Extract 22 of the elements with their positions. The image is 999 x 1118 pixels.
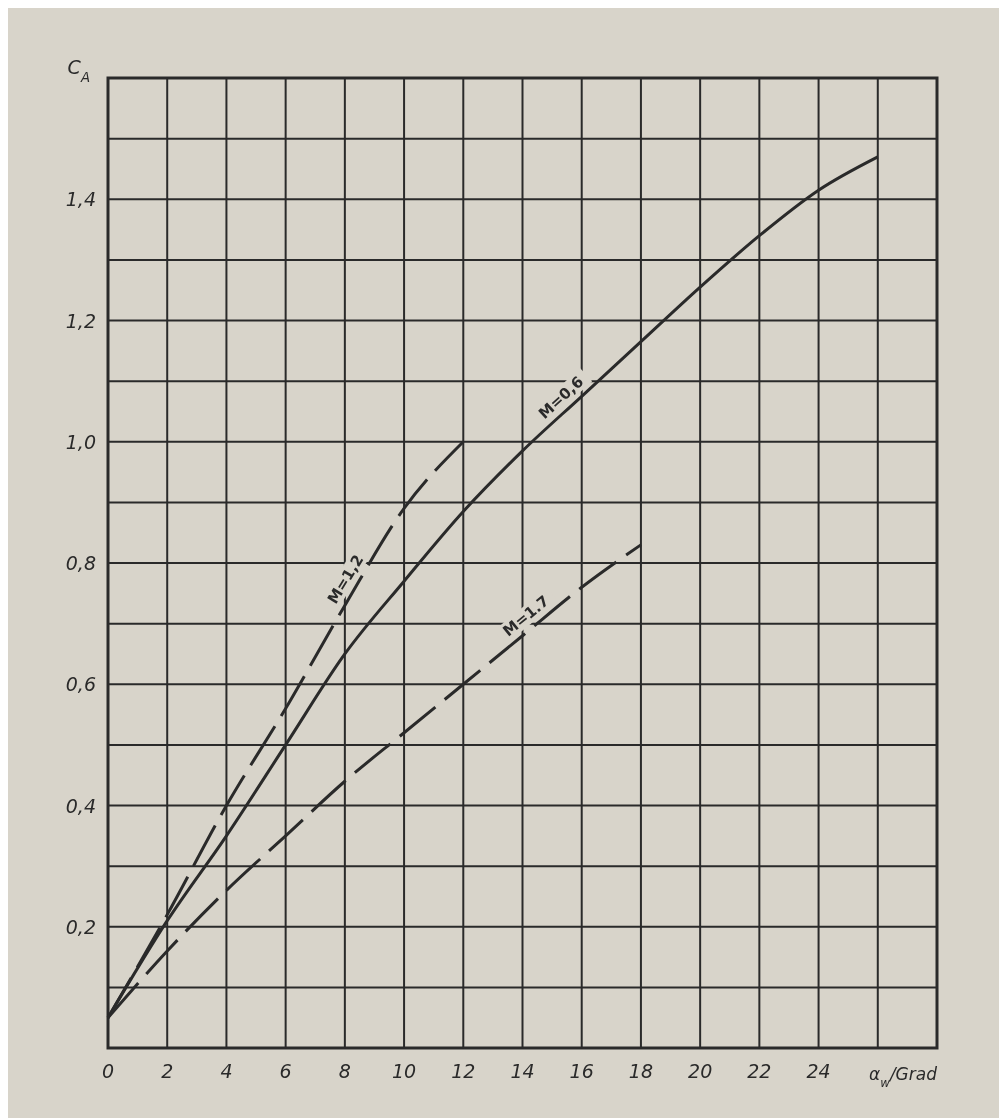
- y-axis-title: C$_{A}$: [67, 56, 90, 85]
- x-tick-label: 0: [101, 1060, 115, 1082]
- x-tick-label: 10: [391, 1060, 417, 1082]
- x-axis-title: α$_{w}$/Grad: [868, 1064, 938, 1090]
- y-tick-label: 0,4: [65, 794, 96, 817]
- x-tick-label: 6: [279, 1060, 292, 1082]
- x-tick-label: 8: [338, 1060, 351, 1082]
- y-tick-label: 0,2: [65, 915, 96, 938]
- y-tick-label: 1,2: [65, 309, 96, 332]
- y-tick-label: 1,4: [65, 188, 96, 211]
- x-tick-label: 12: [451, 1060, 476, 1082]
- x-tick-label: 2: [161, 1060, 174, 1082]
- x-tick-label: 20: [688, 1060, 713, 1082]
- y-tick-label: 0,8: [65, 552, 96, 574]
- x-tick-label: 16: [569, 1060, 594, 1082]
- x-tick-label: 22: [747, 1060, 772, 1082]
- x-tick-label: 14: [510, 1060, 535, 1082]
- x-tick-label: 24: [806, 1060, 831, 1082]
- y-tick-label: 0,6: [65, 673, 96, 696]
- y-tick-label: 1,0: [65, 430, 96, 453]
- x-tick-label: 18: [628, 1060, 654, 1082]
- x-tick-label: 4: [220, 1060, 233, 1082]
